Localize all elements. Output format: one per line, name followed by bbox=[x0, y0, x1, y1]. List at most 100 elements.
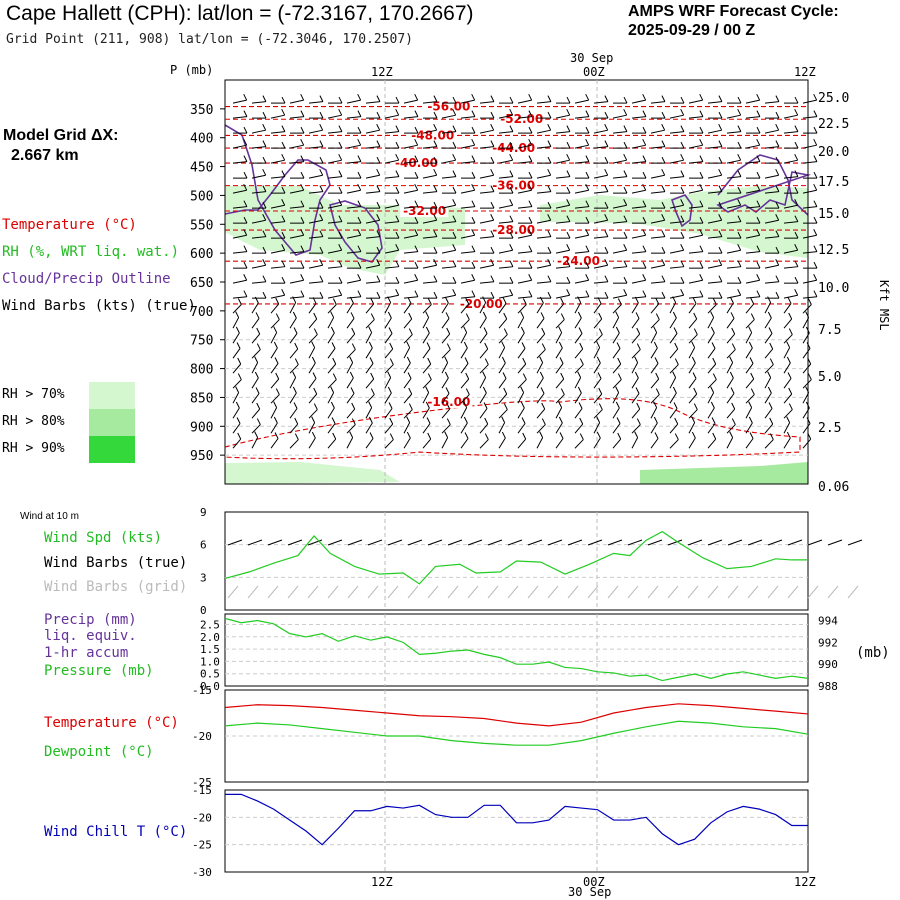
temperature-contour-label: -20.00 bbox=[460, 297, 503, 311]
wind-barb-flag bbox=[319, 259, 324, 266]
wind-barb bbox=[593, 174, 608, 179]
wind-barb-flag bbox=[718, 259, 723, 266]
wind-barb-flag bbox=[463, 416, 468, 424]
wind-barb-flag bbox=[768, 402, 773, 409]
wind-barb bbox=[783, 378, 792, 389]
wind-barb bbox=[745, 144, 760, 149]
temperature-tick-label: -20 bbox=[192, 730, 212, 743]
wind-barb bbox=[802, 407, 810, 419]
wind-barb-flag bbox=[262, 201, 267, 209]
wind-barb-flag bbox=[243, 216, 248, 224]
wind-barb bbox=[688, 234, 703, 239]
wind-barb-flag bbox=[357, 245, 362, 252]
wind-barb bbox=[631, 161, 646, 164]
wind-barb-flag bbox=[642, 171, 647, 179]
temperature-contour-label: -24.00 bbox=[557, 254, 600, 268]
wind-barb-flag bbox=[786, 341, 791, 348]
wind-barb-flag bbox=[446, 327, 451, 335]
wind-barb-flag bbox=[604, 275, 609, 282]
wind-barb bbox=[251, 191, 266, 194]
wind-barb-flag bbox=[407, 297, 412, 304]
wind-barb-flag bbox=[585, 138, 590, 146]
wind-barb bbox=[783, 393, 793, 404]
wind-barb bbox=[726, 408, 736, 419]
wind-barb bbox=[289, 144, 304, 149]
wind-barb bbox=[498, 378, 507, 389]
grid-wind-barb bbox=[627, 585, 639, 599]
wind-barb-flag bbox=[281, 276, 286, 284]
true-wind-barb bbox=[747, 539, 763, 546]
wind-barb bbox=[593, 318, 603, 329]
wind-barb bbox=[536, 174, 551, 179]
wind-barb bbox=[422, 348, 431, 359]
wind-barb-flag bbox=[635, 312, 640, 319]
wind-barb bbox=[422, 304, 432, 314]
wind-barb bbox=[308, 191, 323, 194]
wind-barb-flag bbox=[338, 289, 343, 296]
wind-barb bbox=[460, 99, 475, 104]
wind-barb bbox=[479, 408, 488, 419]
wind-tick-label: 9 bbox=[200, 506, 207, 519]
wind-barb-flag bbox=[408, 328, 413, 335]
wind-barb-flag bbox=[319, 185, 324, 192]
wind-barb-flag bbox=[566, 276, 571, 284]
wind-barb bbox=[536, 146, 551, 149]
rh70-swatch bbox=[89, 382, 135, 409]
wind-barb bbox=[745, 332, 753, 344]
wind-barb-flag bbox=[501, 356, 506, 364]
wind-barb-flag bbox=[788, 387, 793, 395]
wind-barb bbox=[384, 114, 399, 119]
height-tick-label: 20.0 bbox=[818, 145, 849, 160]
wind-barb bbox=[631, 144, 646, 149]
wind-barb bbox=[365, 191, 380, 194]
wind-barb-flag bbox=[376, 111, 381, 119]
wind-barb bbox=[384, 392, 392, 404]
wind-barb-flag bbox=[319, 123, 324, 131]
wind-barb-flag bbox=[636, 418, 641, 425]
pressure-tick-label: 992 bbox=[818, 636, 838, 649]
wind-barb-flag bbox=[634, 371, 639, 379]
wind-barb-flag bbox=[274, 357, 279, 364]
wind-barb bbox=[327, 176, 342, 179]
wind-barb-flag bbox=[256, 343, 261, 350]
wind-barb-flag bbox=[699, 110, 704, 117]
wind-barb-flag bbox=[756, 290, 761, 297]
top-time-label: 12Z bbox=[371, 65, 393, 79]
grid-wind-barb bbox=[547, 585, 559, 599]
true-wind-barb bbox=[787, 539, 803, 546]
wind-barb-flag bbox=[262, 259, 267, 266]
wind-barb-flag bbox=[642, 200, 647, 207]
wind-barb-flag bbox=[465, 372, 470, 380]
wind-barb bbox=[403, 393, 413, 404]
wind-barb-flag bbox=[509, 170, 514, 177]
wind-barb-flag bbox=[756, 183, 761, 191]
wind-barb bbox=[460, 303, 470, 314]
wind-barb-flag bbox=[718, 168, 723, 176]
wind-barb-flag bbox=[604, 201, 609, 209]
wind-barb-flag bbox=[484, 433, 489, 440]
wind-barb-flag bbox=[541, 402, 546, 410]
wind-barb-flag bbox=[750, 388, 755, 395]
wind-barb-flag bbox=[585, 261, 590, 269]
wind-barb-flag bbox=[566, 170, 571, 177]
rh90-swatch bbox=[89, 436, 135, 463]
wind-barb bbox=[460, 161, 475, 164]
wind-barb-flag bbox=[579, 417, 584, 425]
grid-wind-barb bbox=[407, 585, 419, 599]
wind-barb-flag bbox=[655, 313, 660, 320]
wind-barb bbox=[441, 362, 449, 374]
wind-barb-flag bbox=[349, 356, 354, 363]
wind-barb-flag bbox=[737, 289, 742, 296]
wind-barb-flag bbox=[444, 431, 449, 438]
wind-barb-flag bbox=[414, 126, 419, 134]
wind-barb bbox=[365, 319, 375, 329]
wind-barb-flag bbox=[813, 93, 818, 101]
wind-barb bbox=[403, 189, 418, 194]
wind-barb-flag bbox=[617, 432, 622, 440]
wind-barb-flag bbox=[262, 275, 267, 282]
wind-barb bbox=[631, 206, 646, 209]
wind-barb-flag bbox=[357, 138, 362, 146]
wind-barb bbox=[650, 174, 665, 179]
wind-barb-flag bbox=[794, 141, 799, 149]
wind-barb-flag bbox=[718, 201, 723, 209]
